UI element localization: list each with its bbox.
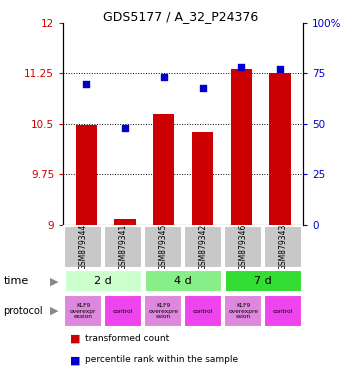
Bar <box>231 69 252 225</box>
Text: time: time <box>4 276 29 286</box>
Text: 2 d: 2 d <box>94 276 112 286</box>
Text: ■: ■ <box>70 355 81 365</box>
Text: transformed count: transformed count <box>85 334 169 343</box>
Text: control: control <box>273 308 293 314</box>
Point <box>161 74 167 81</box>
Bar <box>114 219 136 225</box>
Text: GSM879342: GSM879342 <box>199 223 208 270</box>
Text: ▶: ▶ <box>50 306 58 316</box>
Bar <box>104 295 142 327</box>
Text: protocol: protocol <box>4 306 43 316</box>
Bar <box>144 225 182 268</box>
Bar <box>184 295 222 327</box>
Text: ▶: ▶ <box>50 276 58 286</box>
Text: KLF9
overexpre
ssion: KLF9 overexpre ssion <box>228 303 258 319</box>
Point <box>83 81 89 87</box>
Bar <box>144 295 182 327</box>
Bar <box>269 73 291 225</box>
Bar <box>104 225 142 268</box>
Text: control: control <box>193 308 213 314</box>
Bar <box>224 295 262 327</box>
Bar <box>65 270 142 292</box>
Text: percentile rank within the sample: percentile rank within the sample <box>85 355 238 364</box>
Bar <box>64 295 103 327</box>
Text: GDS5177 / A_32_P24376: GDS5177 / A_32_P24376 <box>103 10 258 23</box>
Bar <box>153 114 174 225</box>
Text: 7 d: 7 d <box>255 276 272 286</box>
Point <box>200 84 205 91</box>
Point <box>122 125 128 131</box>
Bar <box>264 225 303 268</box>
Bar <box>192 132 213 225</box>
Bar <box>145 270 222 292</box>
Bar <box>64 225 103 268</box>
Text: control: control <box>113 308 133 314</box>
Bar <box>76 125 97 225</box>
Bar <box>264 295 303 327</box>
Text: KLF9
overexpre
ssion: KLF9 overexpre ssion <box>148 303 178 319</box>
Text: GSM879346: GSM879346 <box>239 223 248 270</box>
Bar <box>224 225 262 268</box>
Point <box>238 65 244 71</box>
Text: KLF9
overexpr
ession: KLF9 overexpr ession <box>70 303 96 319</box>
Text: GSM879344: GSM879344 <box>79 223 88 270</box>
Text: GSM879345: GSM879345 <box>159 223 168 270</box>
Point <box>277 66 283 73</box>
Text: ■: ■ <box>70 334 81 344</box>
Bar <box>184 225 222 268</box>
Text: GSM879343: GSM879343 <box>279 223 288 270</box>
Text: GSM879341: GSM879341 <box>119 223 128 270</box>
Text: 4 d: 4 d <box>174 276 192 286</box>
Bar <box>225 270 302 292</box>
